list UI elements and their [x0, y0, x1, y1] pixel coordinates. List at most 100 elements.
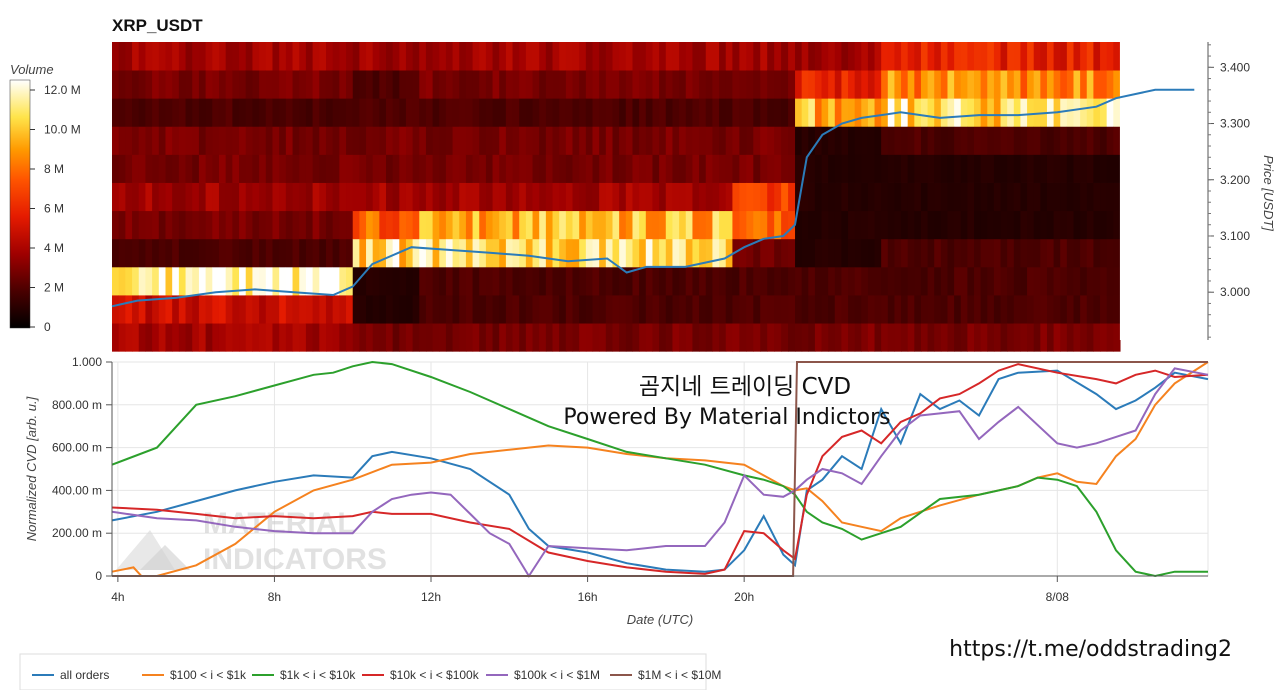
heatmap-cell: [579, 42, 587, 71]
heatmap-cell: [1013, 238, 1022, 268]
heatmap-cell: [372, 323, 380, 352]
heatmap-cell: [125, 42, 133, 71]
heatmap-cell: [685, 98, 694, 127]
heatmap-cell: [445, 98, 454, 127]
heatmap-cell: [940, 182, 949, 212]
heatmap-cell: [732, 295, 740, 324]
heatmap-cell: [1013, 126, 1022, 155]
heatmap-cell: [828, 238, 836, 268]
heatmap-cell: [225, 126, 233, 155]
heatmap-cell: [692, 98, 700, 127]
heatmap-cell: [532, 98, 540, 127]
heatmap-cell: [519, 182, 527, 212]
heatmap-cell: [632, 266, 640, 296]
heatmap-cell: [1066, 42, 1075, 71]
heatmap-cell: [645, 98, 654, 127]
heatmap-cell: [692, 42, 700, 71]
price-tick-label: 3.300: [1220, 117, 1250, 131]
legend-box: [19, 653, 707, 690]
heatmap-cell: [599, 182, 607, 212]
heatmap-cell: [465, 266, 474, 296]
heatmap-cell: [158, 70, 167, 99]
heatmap-cell: [459, 98, 467, 127]
heatmap-cell: [346, 323, 354, 352]
heatmap-cell: [940, 238, 949, 268]
heatmap-cell: [346, 126, 354, 155]
heatmap-cell: [732, 323, 740, 352]
heatmap-cell: [252, 295, 260, 324]
heatmap-cell: [499, 98, 507, 127]
heatmap-cell: [172, 42, 180, 71]
heatmap-cell: [245, 266, 254, 296]
heatmap-cell: [399, 70, 407, 99]
heatmap-cell: [432, 126, 440, 155]
heatmap-cell: [732, 154, 740, 183]
heatmap-cell: [285, 182, 294, 212]
heatmap-cell: [198, 126, 207, 155]
heatmap-cell: [1073, 70, 1081, 99]
heatmap-cell: [821, 210, 829, 240]
heatmap-cell: [239, 126, 247, 155]
cvd-x-tick-label: 16h: [578, 590, 598, 604]
heatmap-cell: [239, 42, 247, 71]
heatmap-cell: [1073, 266, 1081, 296]
heatmap-cell: [145, 126, 153, 155]
heatmap-cell: [1000, 98, 1008, 127]
legend-label-r100k_1m: $100k < i < $1M: [514, 668, 600, 682]
heatmap-cell: [960, 323, 968, 352]
heatmap-cell: [305, 126, 314, 155]
heatmap-cell: [788, 42, 796, 71]
heatmap-cell: [325, 210, 334, 240]
heatmap-cell: [292, 238, 300, 268]
heatmap-cell: [125, 70, 133, 99]
heatmap-cell: [987, 70, 995, 99]
heatmap-cell: [639, 98, 647, 127]
heatmap-cell: [619, 238, 627, 268]
heatmap-cell: [774, 238, 782, 268]
heatmap-cell: [432, 70, 440, 99]
heatmap-cell: [432, 98, 440, 127]
heatmap-cell: [901, 126, 909, 155]
heatmap-cell: [605, 98, 614, 127]
heatmap-cell: [252, 238, 260, 268]
heatmap-cell: [914, 98, 922, 127]
price-tick-label: 3.400: [1220, 60, 1250, 74]
heatmap-cell: [732, 266, 740, 296]
heatmap-cell: [993, 210, 1002, 240]
heatmap-cell: [645, 295, 654, 324]
heatmap-cell: [359, 154, 367, 183]
heatmap-cell: [459, 266, 467, 296]
heatmap-cell: [192, 154, 200, 183]
heatmap-cell: [605, 266, 614, 296]
heatmap-cell: [472, 210, 480, 240]
heatmap-cell: [532, 210, 540, 240]
heatmap-cell: [679, 266, 687, 296]
heatmap-cell: [425, 98, 434, 127]
heatmap-cell: [753, 126, 761, 155]
heatmap-cell: [292, 323, 300, 352]
heatmap-cell: [332, 323, 340, 352]
heatmap-cell: [405, 42, 414, 71]
heatmap-cell: [512, 42, 520, 71]
heatmap-cell: [719, 266, 727, 296]
heatmap-cell: [1013, 182, 1022, 212]
heatmap-cell: [1053, 70, 1061, 99]
footer-url[interactable]: https://t.me/oddstrading2: [949, 637, 1232, 662]
heatmap-cell: [947, 182, 955, 212]
heatmap-cell: [239, 266, 247, 296]
heatmap-cell: [854, 42, 862, 71]
heatmap-cell: [679, 154, 687, 183]
heatmap-cell: [841, 210, 849, 240]
heatmap-cell: [192, 70, 200, 99]
heatmap-cell: [927, 42, 935, 71]
heatmap-cell: [914, 154, 922, 183]
heatmap-cell: [212, 42, 220, 71]
heatmap-cell: [1046, 266, 1055, 296]
heatmap-cell: [158, 98, 167, 127]
heatmap-cell: [619, 266, 627, 296]
heatmap-cell: [452, 210, 460, 240]
heatmap-cell: [505, 238, 514, 268]
heatmap-cell: [265, 182, 274, 212]
heatmap-cell: [359, 323, 367, 352]
heatmap-cell: [172, 126, 180, 155]
